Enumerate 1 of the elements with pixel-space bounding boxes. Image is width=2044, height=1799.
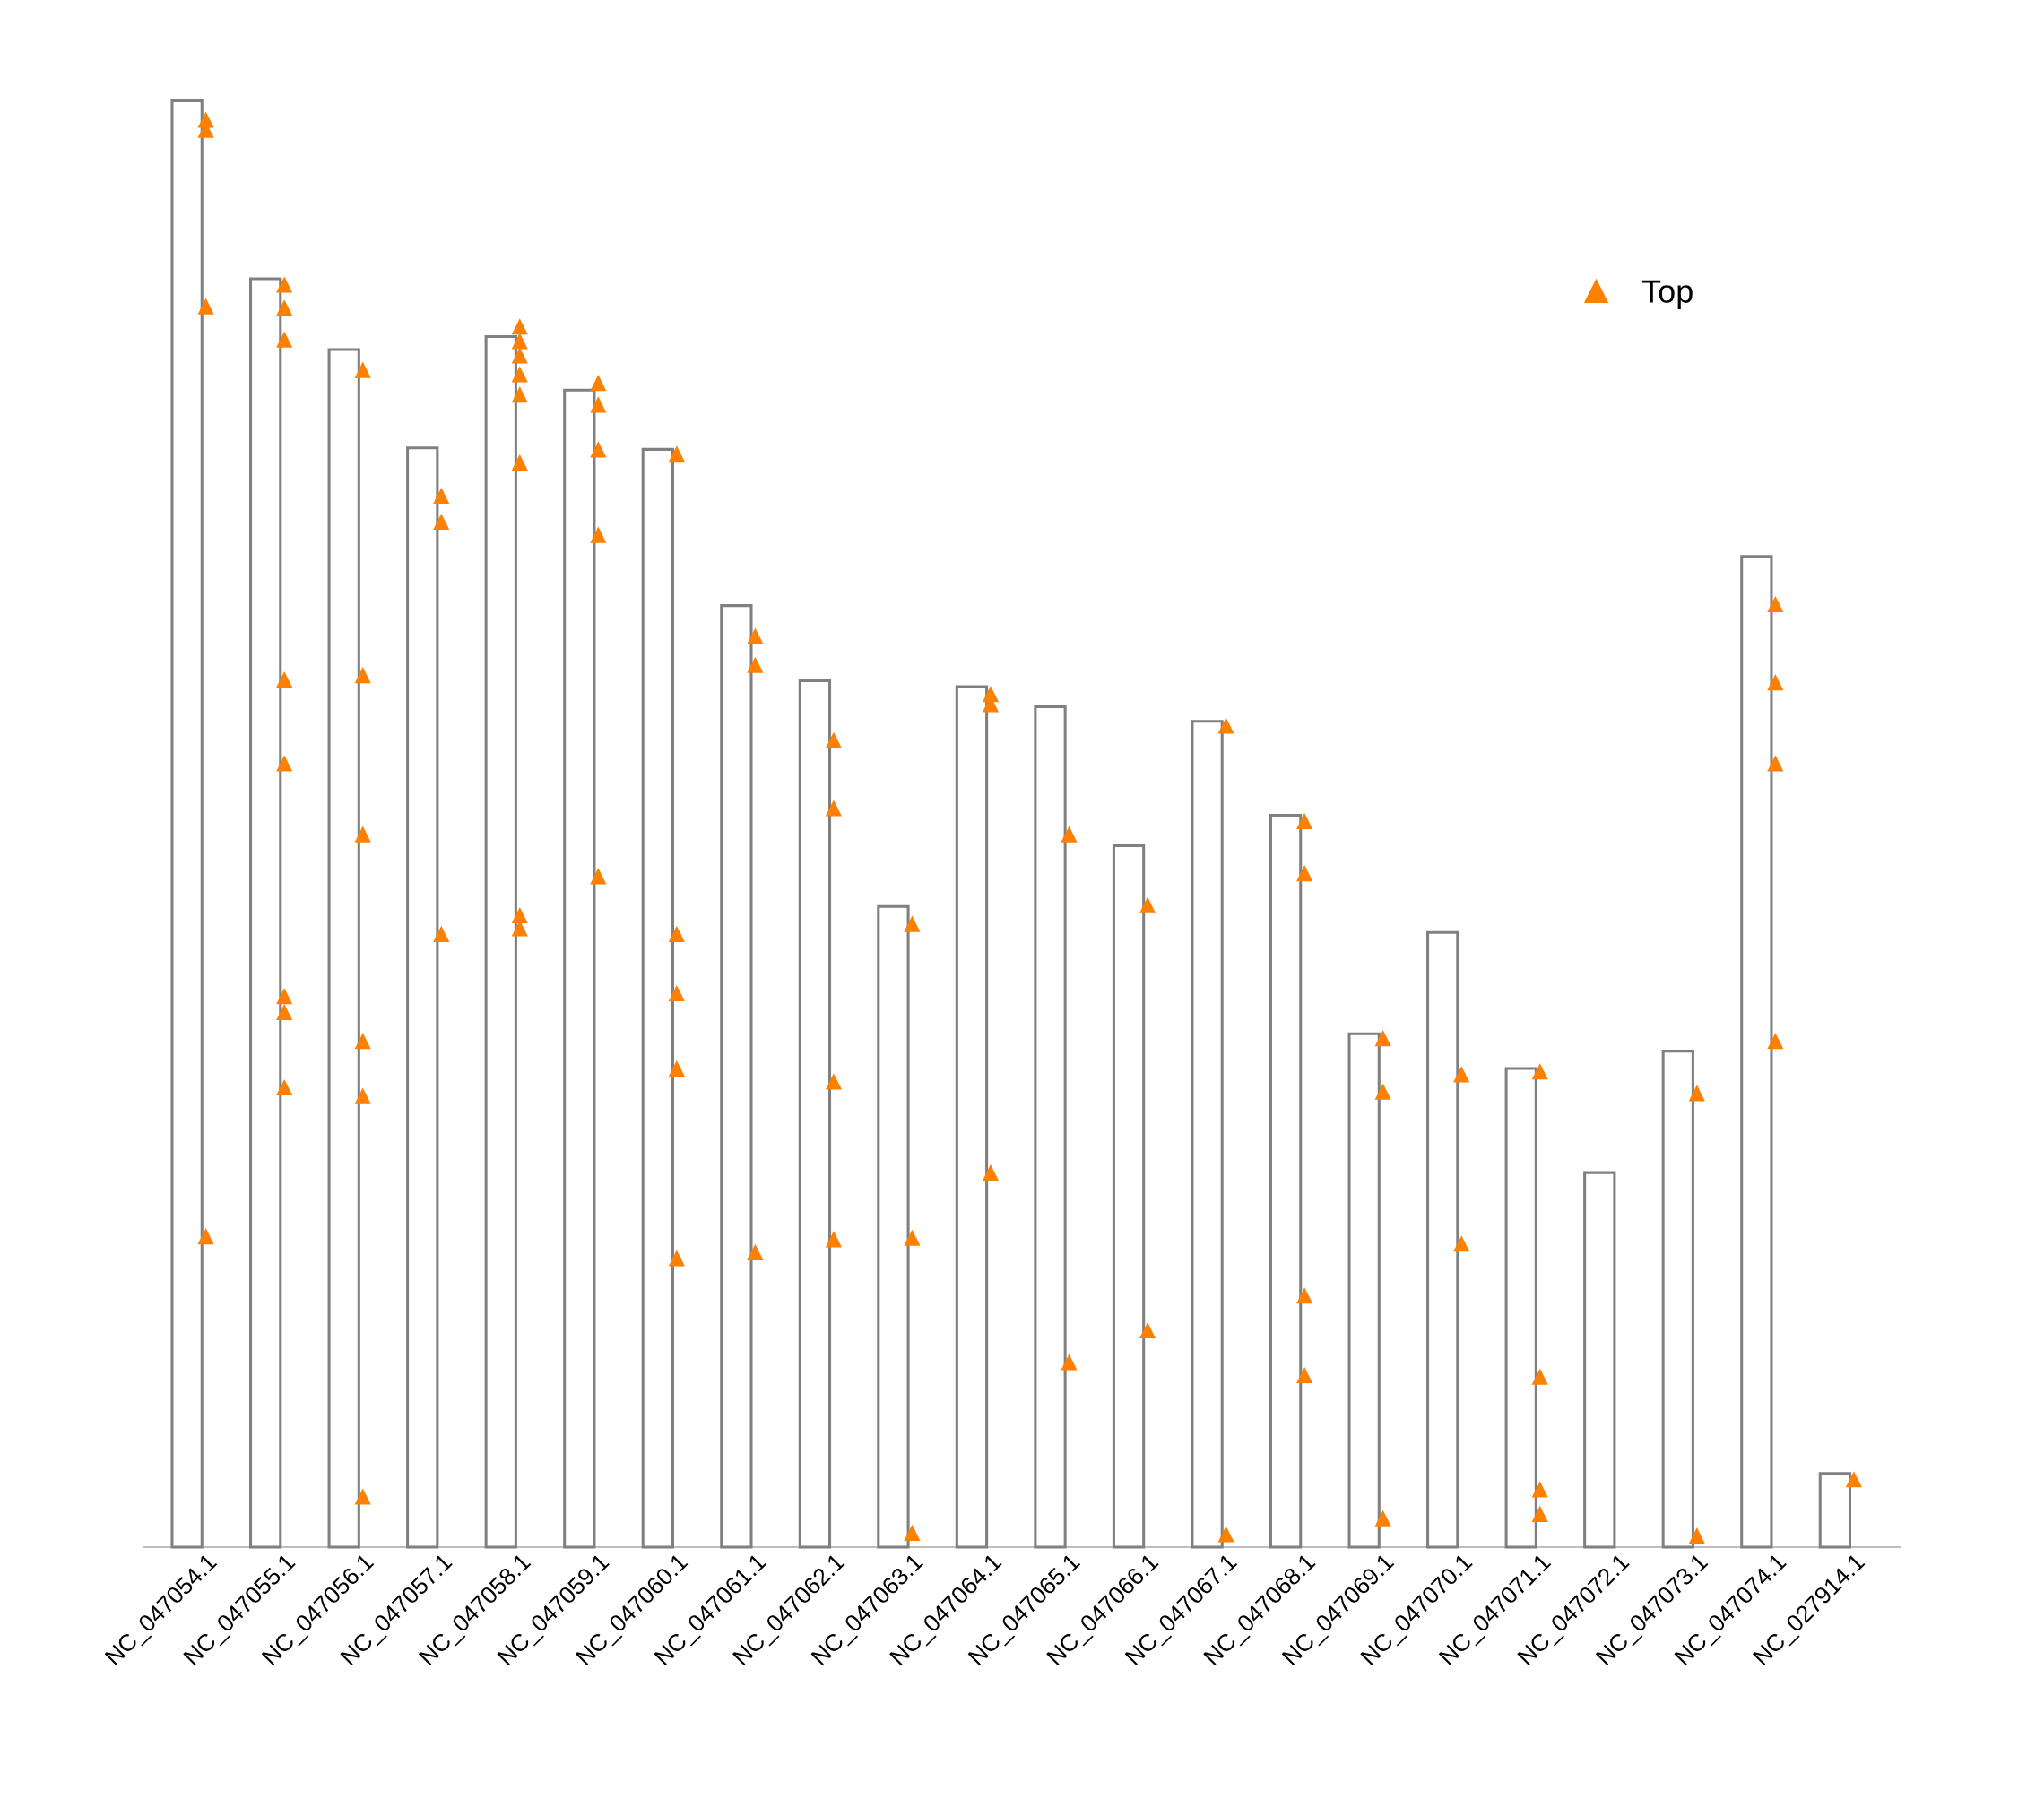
legend-label: Top	[1641, 280, 1693, 310]
